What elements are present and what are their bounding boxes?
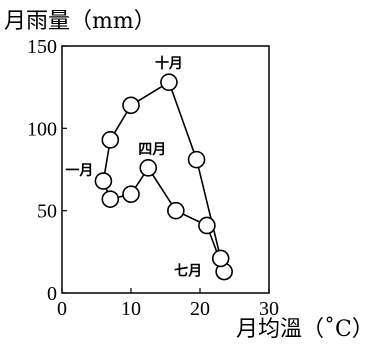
x-tick-label: 20 bbox=[190, 298, 210, 320]
y-axis-title: 月雨量（mm） bbox=[4, 9, 156, 34]
y-tick-label: 100 bbox=[27, 118, 57, 140]
y-tick-label: 0 bbox=[47, 283, 57, 305]
data-point bbox=[160, 73, 178, 92]
data-point bbox=[94, 172, 113, 190]
data-point bbox=[211, 249, 230, 268]
month-label: 十月 bbox=[155, 55, 183, 72]
y-tick-label: 150 bbox=[27, 36, 57, 58]
plot-area-frame bbox=[61, 45, 270, 294]
data-point bbox=[187, 150, 206, 169]
ticks: 0 10 20 30 0 50 100 150 bbox=[27, 36, 279, 320]
x-tick-label: 10 bbox=[121, 298, 141, 320]
data-point bbox=[101, 190, 120, 208]
data-point bbox=[167, 201, 185, 220]
data-point bbox=[122, 185, 140, 203]
x-tick-label: 30 bbox=[259, 298, 279, 320]
data-point bbox=[198, 216, 216, 235]
y-tick-label: 50 bbox=[37, 201, 57, 223]
data-point bbox=[139, 159, 158, 177]
month-label: 七月 bbox=[174, 264, 202, 280]
data-point bbox=[101, 131, 120, 149]
x-tick-label: 0 bbox=[57, 298, 67, 320]
series bbox=[94, 73, 233, 281]
month-label: 一月 bbox=[65, 163, 93, 179]
month-label: 四月 bbox=[138, 142, 166, 158]
x-axis-title: 月均溫（˚C） bbox=[236, 315, 372, 342]
series-line bbox=[102, 81, 225, 273]
data-point bbox=[122, 96, 140, 115]
